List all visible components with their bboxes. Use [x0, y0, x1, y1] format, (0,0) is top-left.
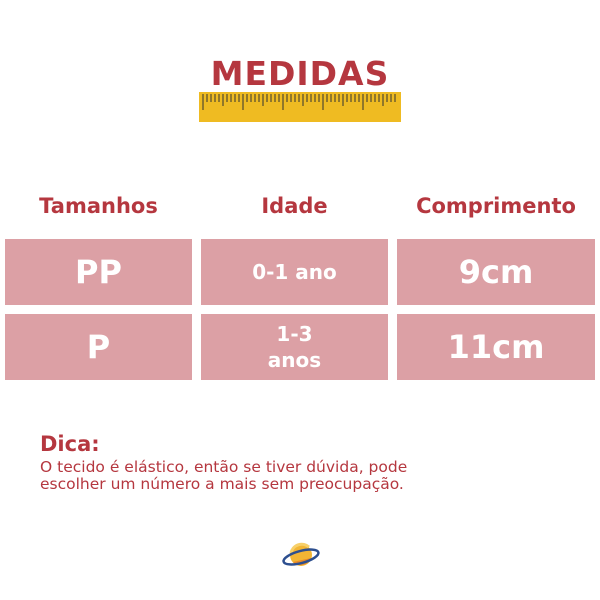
cell-age: 0-1 ano: [201, 239, 388, 305]
header-idade: Idade: [261, 194, 328, 218]
cell-size: P: [5, 314, 192, 380]
cell-length: 9cm: [397, 239, 595, 305]
ruler-icon: [199, 92, 401, 122]
cell-length: 11cm: [397, 314, 595, 380]
planet-icon: [282, 542, 320, 566]
tip-label: Dica:: [40, 432, 100, 456]
cell-age: 1-3 anos: [201, 314, 388, 380]
page-title: MEDIDAS: [210, 54, 390, 93]
header-comprimento: Comprimento: [416, 194, 576, 218]
tip-text: O tecido é elástico, então se tiver dúvi…: [40, 458, 408, 493]
cell-size: PP: [5, 239, 192, 305]
header-tamanhos: Tamanhos: [39, 194, 158, 218]
